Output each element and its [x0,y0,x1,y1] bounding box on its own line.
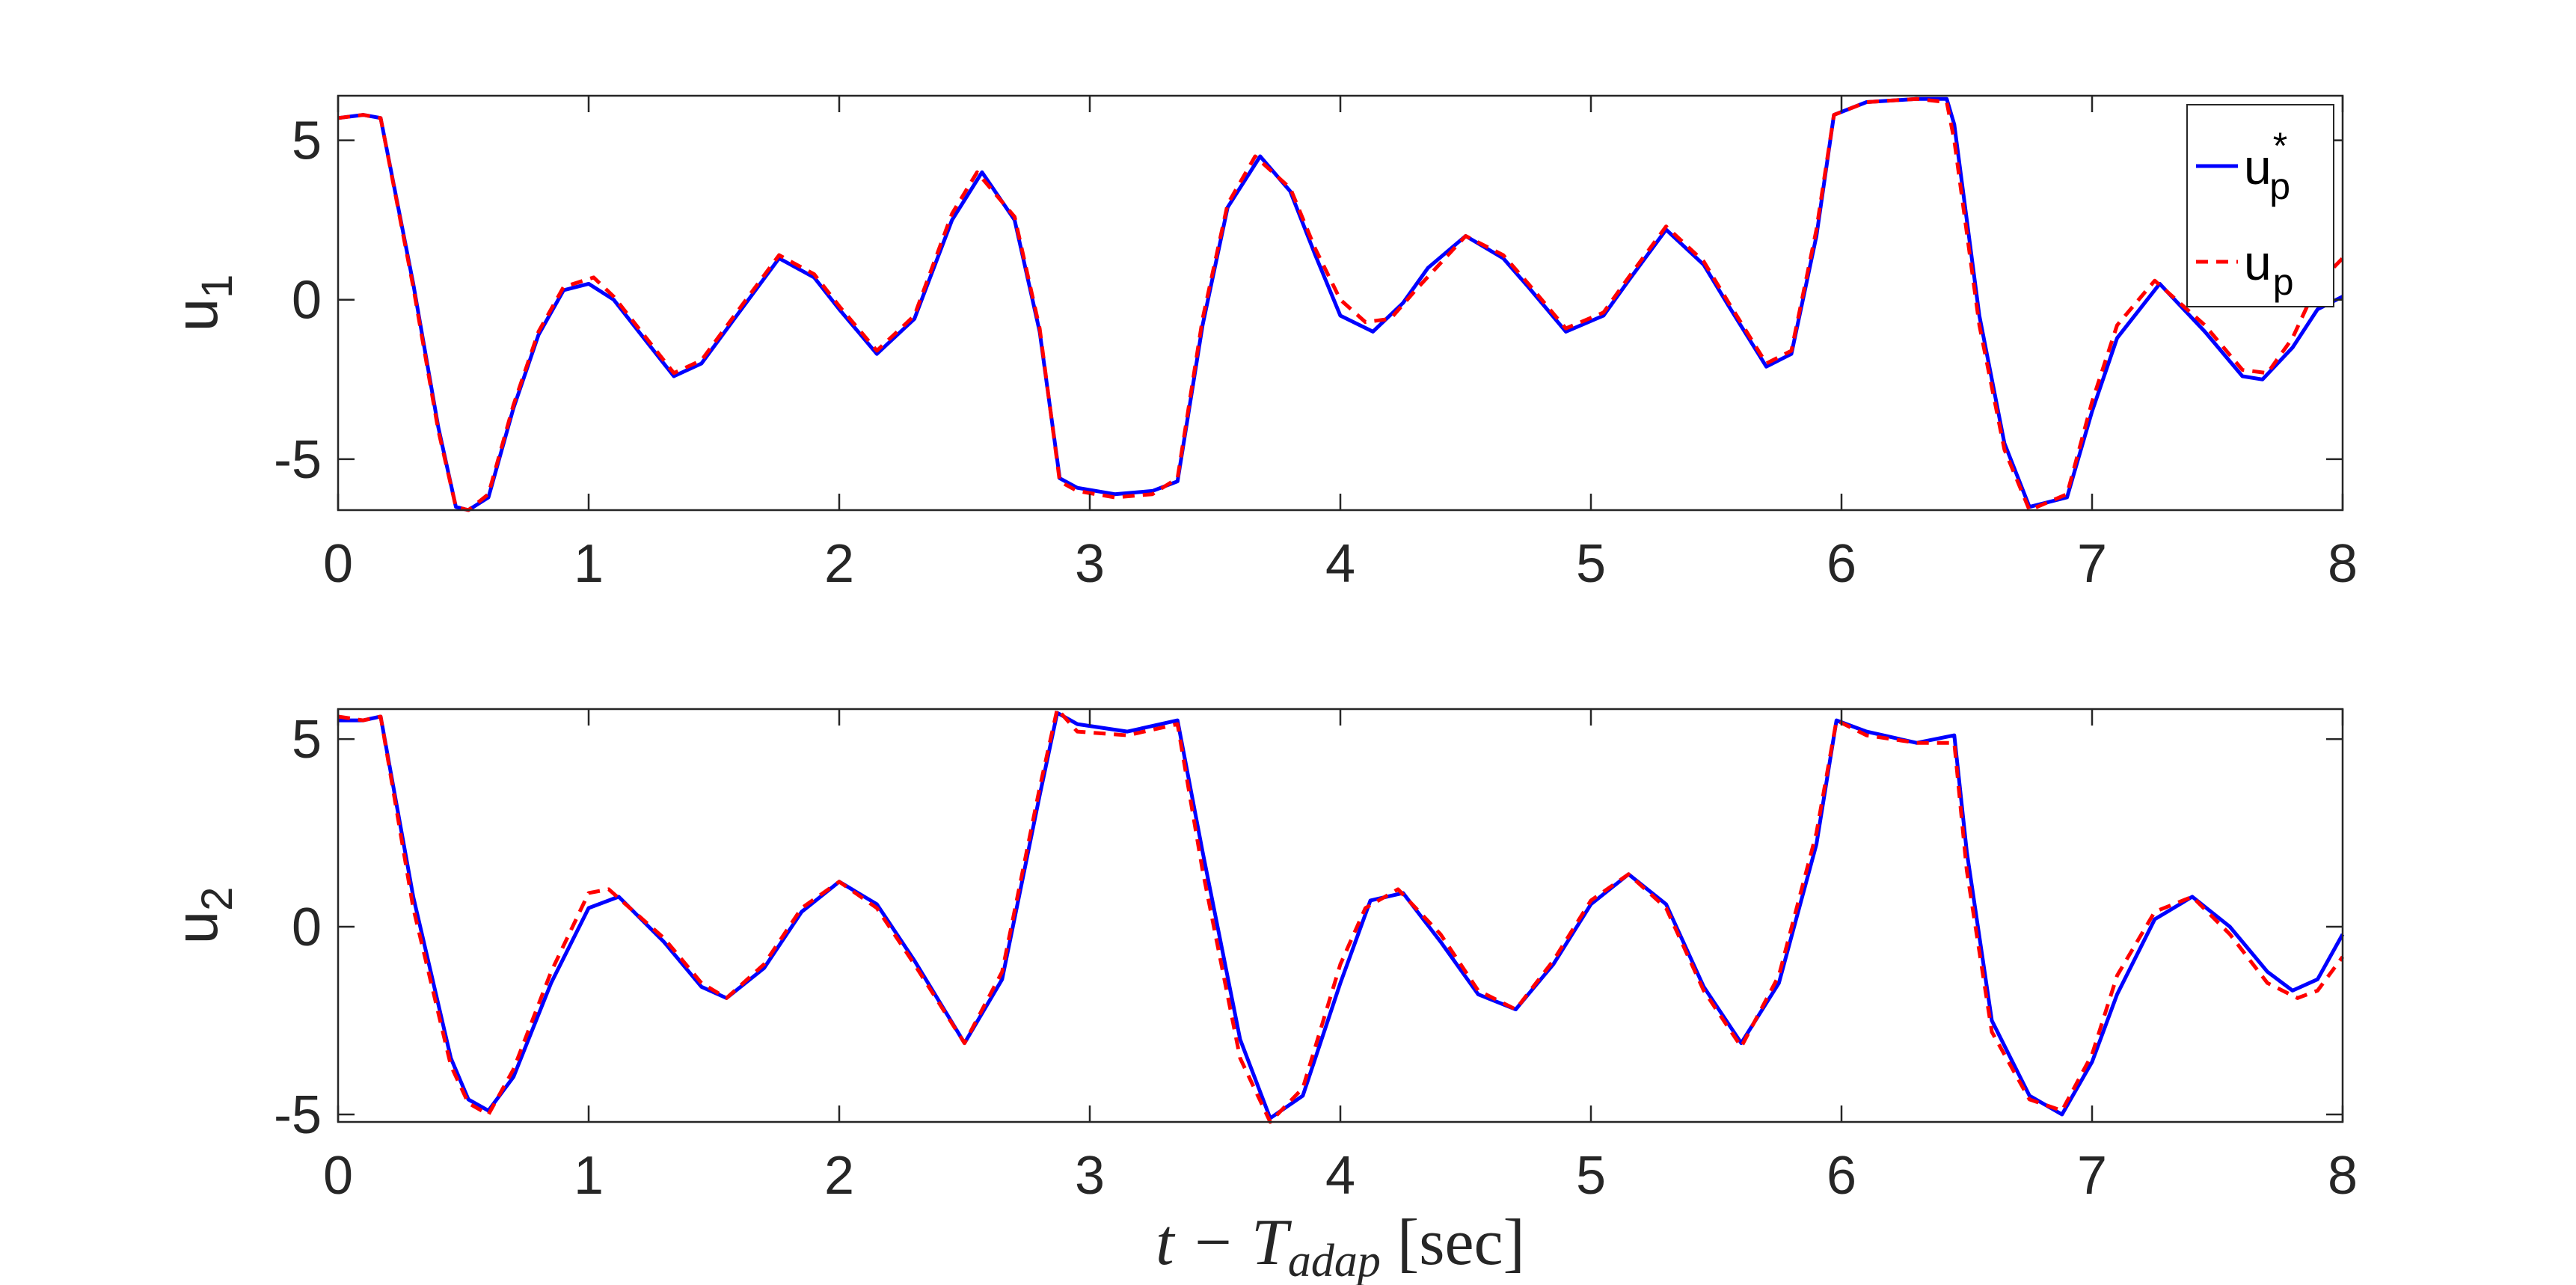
x-tick-label: 2 [824,1146,854,1206]
x-tick-label: 5 [1576,1146,1606,1206]
x-tick-label: 1 [574,1146,604,1206]
y-tick-label: 0 [292,898,322,957]
y-tick-label: -5 [274,430,322,490]
y-tick-label: 5 [292,710,322,770]
legend: u* p up [2186,104,2334,307]
y-tick-label: 0 [292,271,322,331]
x-tick-label: 1 [574,534,604,594]
x-axis-label: t − Tadap [sec] [1156,1206,1525,1285]
subplot-u1: 0 1 2 3 4 5 6 7 8-505 u1 u* p up [163,94,2358,594]
y-tick-label: 5 [292,111,322,171]
x-tick-label: 3 [1075,1146,1105,1206]
series-line-0 [337,96,2344,512]
u2-ticks: 0 1 2 3 4 5 6 7 8-505 [274,709,2358,1206]
u1-ticks: 0 1 2 3 4 5 6 7 8-505 [274,96,2358,594]
x-tick-label: 0 [323,1146,353,1206]
x-tick-label: 8 [2328,534,2358,594]
x-tick-label: 2 [824,534,854,594]
u2-ylabel: u2 [163,887,242,945]
x-tick-label: 0 [323,534,353,594]
x-tick-label: 6 [1827,534,1856,594]
u1-curves [337,96,2344,512]
legend-label-up-star: u* p [2244,125,2290,207]
legend-box [2186,104,2334,307]
u1-ylabel: u1 [163,275,242,332]
subplot-u2: 0 1 2 3 4 5 6 7 8-505 u2 t − Tadap [sec] [163,707,2358,1285]
legend-label-up: up [2244,235,2294,303]
y-tick-label: -5 [274,1085,322,1145]
x-tick-label: 5 [1576,534,1606,594]
series-line-1 [337,707,2345,1124]
series-line-0 [338,711,2345,1120]
x-tick-label: 7 [2077,534,2107,594]
u2-curves [337,707,2345,1124]
x-tick-label: 8 [2328,1146,2358,1206]
x-tick-label: 3 [1075,534,1105,594]
x-tick-label: 7 [2077,1146,2107,1206]
series-line-1 [337,96,2344,512]
x-tick-label: 6 [1827,1146,1856,1206]
x-tick-label: 4 [1325,534,1355,594]
u1-axes-frame [337,94,2344,512]
x-tick-label: 4 [1325,1146,1355,1206]
